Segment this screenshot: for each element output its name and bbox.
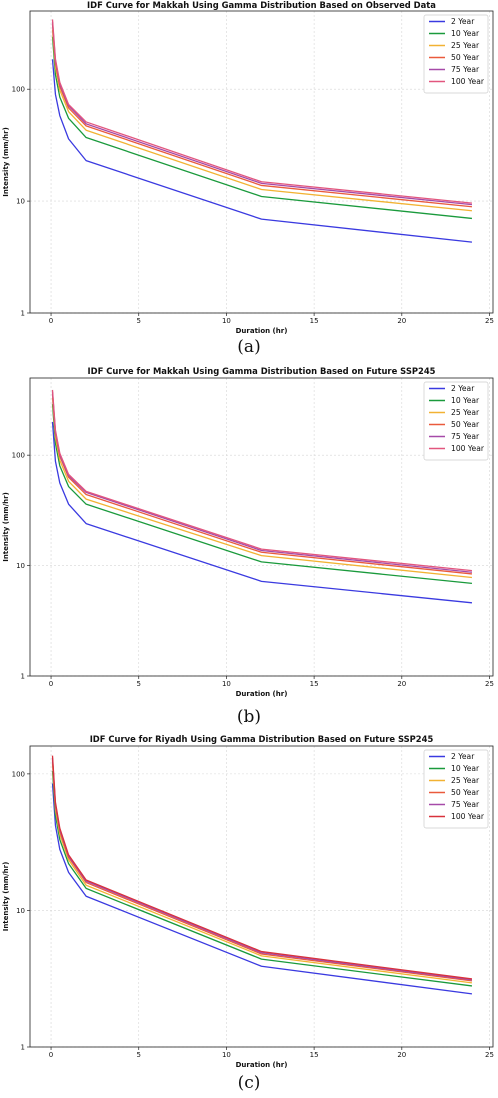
chart-panel-1: IDF Curve for Makkah Using Gamma Distrib… — [2, 0, 494, 357]
x-tick-label: 20 — [397, 317, 406, 325]
panel-label: (b) — [237, 707, 261, 727]
x-tick-label: 0 — [49, 317, 53, 325]
y-axis-label: Intensity (mm/hr) — [2, 492, 10, 562]
legend: 2 Year 10 Year 25 Year 50 Year 75 Year 100 Ye… — [423, 749, 489, 829]
x-tick-label: 25 — [485, 317, 494, 325]
legend-label: 50 Year — [451, 420, 480, 429]
series-line-2-year — [51, 59, 473, 243]
series-lines — [51, 389, 473, 604]
series-line-75-year — [51, 21, 473, 206]
series-line-2-year — [51, 421, 473, 604]
x-tick-label: 5 — [137, 317, 141, 325]
legend-box — [423, 749, 489, 829]
x-tick-label: 20 — [397, 680, 406, 688]
y-tick-label: 1 — [21, 1044, 25, 1052]
y-tick-label: 100 — [12, 770, 25, 778]
grid — [30, 378, 493, 677]
x-tick-label: 0 — [49, 680, 53, 688]
series-line-50-year — [51, 760, 473, 982]
series-line-50-year — [51, 393, 473, 575]
legend-label: 10 Year — [451, 764, 480, 773]
legend-label: 25 Year — [451, 408, 480, 417]
x-tick-label: 15 — [310, 1051, 319, 1059]
x-axis-label: Duration (hr) — [236, 327, 288, 335]
series-line-25-year — [51, 29, 473, 212]
series-line-100-year — [51, 19, 473, 204]
x-axis-label: Duration (hr) — [236, 690, 288, 698]
legend-label: 50 Year — [451, 788, 480, 797]
x-tick-label: 10 — [222, 1051, 231, 1059]
plot-frame — [29, 377, 494, 677]
legend-label: 50 Year — [451, 53, 480, 62]
x-tick-label: 5 — [137, 1051, 141, 1059]
panel-label: (a) — [237, 337, 260, 357]
y-tick-label: 10 — [16, 198, 25, 206]
x-tick-label: 15 — [310, 317, 319, 325]
legend-label: 2 Year — [451, 752, 475, 761]
y-tick-label: 10 — [16, 562, 25, 570]
legend: 2 Year 10 Year 25 Year 50 Year 75 Year 100 Ye… — [423, 381, 489, 461]
series-line-25-year — [51, 397, 473, 579]
x-tick-label: 15 — [310, 680, 319, 688]
series-line-10-year — [51, 36, 473, 220]
chart-title: IDF Curve for Riyadh Using Gamma Distrib… — [90, 734, 434, 744]
chart-title: IDF Curve for Makkah Using Gamma Distrib… — [88, 366, 436, 376]
series-lines — [51, 19, 473, 243]
grid — [30, 746, 493, 1048]
legend: 2 Year 10 Year 25 Year 50 Year 75 Year 100 Ye… — [423, 14, 489, 94]
legend-label: 2 Year — [451, 384, 475, 393]
y-tick-label: 100 — [12, 452, 25, 460]
series-line-10-year — [51, 404, 473, 585]
legend-box — [423, 381, 489, 461]
series-lines — [51, 755, 473, 995]
x-tick-label: 10 — [222, 680, 231, 688]
grid — [30, 11, 493, 314]
panel-label: (c) — [238, 1073, 261, 1093]
legend-label: 100 Year — [451, 444, 485, 453]
x-tick-label: 25 — [485, 1051, 494, 1059]
legend-label: 75 Year — [451, 800, 480, 809]
chart-panel-3: IDF Curve for Riyadh Using Gamma Distrib… — [2, 734, 494, 1093]
plot-frame — [29, 745, 494, 1048]
x-tick-label: 25 — [485, 680, 494, 688]
x-tick-label: 0 — [49, 1051, 53, 1059]
y-axis-label: Intensity (mm/hr) — [2, 862, 10, 932]
chart-panel-2: IDF Curve for Makkah Using Gamma Distrib… — [2, 366, 494, 727]
series-line-10-year — [51, 770, 473, 987]
legend-label: 2 Year — [451, 17, 475, 26]
series-line-100-year — [51, 389, 473, 572]
plot-frame — [29, 10, 494, 314]
series-line-2-year — [51, 783, 473, 995]
y-axis-label: Intensity (mm/hr) — [2, 127, 10, 197]
series-line-25-year — [51, 764, 473, 984]
series-line-75-year — [51, 757, 473, 981]
legend-label: 10 Year — [451, 396, 480, 405]
y-tick-label: 1 — [21, 310, 25, 318]
chart-title: IDF Curve for Makkah Using Gamma Distrib… — [87, 0, 436, 10]
legend-label: 100 Year — [451, 77, 485, 86]
y-tick-label: 10 — [16, 907, 25, 915]
legend-label: 10 Year — [451, 29, 480, 38]
y-tick-label: 1 — [21, 673, 25, 681]
legend-label: 100 Year — [451, 812, 485, 821]
x-tick-label: 5 — [137, 680, 141, 688]
x-tick-label: 10 — [222, 317, 231, 325]
legend-label: 75 Year — [451, 65, 480, 74]
x-axis-label: Duration (hr) — [236, 1061, 288, 1069]
legend-label: 25 Year — [451, 776, 480, 785]
x-tick-label: 20 — [397, 1051, 406, 1059]
y-tick-label: 100 — [12, 86, 25, 94]
series-line-50-year — [51, 24, 473, 208]
legend-box — [423, 14, 489, 94]
legend-label: 75 Year — [451, 432, 480, 441]
series-line-75-year — [51, 391, 473, 573]
legend-label: 25 Year — [451, 41, 480, 50]
series-line-100-year — [51, 755, 473, 980]
